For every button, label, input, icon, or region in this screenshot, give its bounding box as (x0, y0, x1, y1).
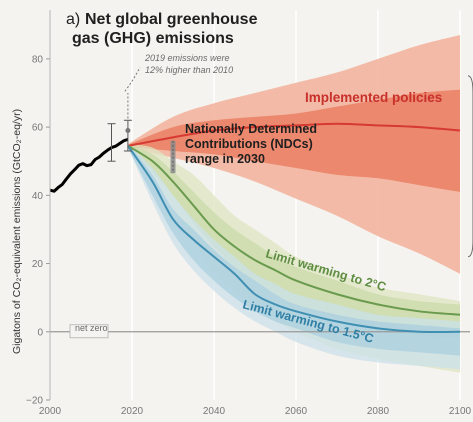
chart-title-line1: Net global greenhouse (85, 11, 258, 28)
annotation-curve (124, 67, 141, 92)
band-inner-2 (127, 144, 461, 356)
y-tick-label: 20 (32, 259, 44, 270)
band-inner-0 (127, 89, 461, 192)
x-tick-label: 2000 (39, 406, 62, 417)
chart-title-line2: gas (GHG) emissions (72, 30, 234, 47)
median-line-0 (127, 122, 461, 147)
scenario-bands (127, 35, 461, 373)
y-tick-label: 0 (37, 327, 43, 338)
y-axis-label: Gigatons of CO₂-equivalent emissions (Gt… (11, 109, 23, 354)
y-tick-label: −20 (26, 396, 43, 407)
y-tick-label: 40 (32, 191, 44, 202)
ndc-label-line3: range in 2030 (185, 152, 265, 166)
annotation-2019-line1: 2019 emissions were (144, 53, 230, 63)
median-line-2 (127, 145, 461, 334)
x-tick-label: 2100 (449, 406, 472, 417)
net-zero-label: net zero (75, 323, 108, 333)
right-bracket (467, 75, 473, 258)
historical-line (49, 137, 129, 193)
y-tick-label: 60 (32, 123, 44, 134)
x-tick-label: 2080 (367, 406, 390, 417)
x-tick-label: 2020 (121, 406, 144, 417)
annotation-2019-line2: 12% higher than 2010 (145, 65, 233, 75)
net-zero-label-box (69, 324, 109, 339)
series-label-implemented: Implemented policies (305, 90, 442, 105)
x-tick-label: 2040 (203, 406, 226, 417)
historical-emissions (49, 137, 129, 193)
chart-title-prefix: a) (66, 11, 80, 28)
ndc-label-line1: Nationally Determined (185, 122, 317, 136)
y-tick-label: 80 (32, 54, 44, 65)
median-line-1 (127, 145, 461, 316)
annotation-dot (125, 128, 131, 134)
ndc-label-line2: Contributions (NDCs) (185, 137, 313, 151)
series-lines (50, 122, 470, 334)
x-tick-label: 2060 (285, 406, 308, 417)
annotations (69, 67, 473, 339)
